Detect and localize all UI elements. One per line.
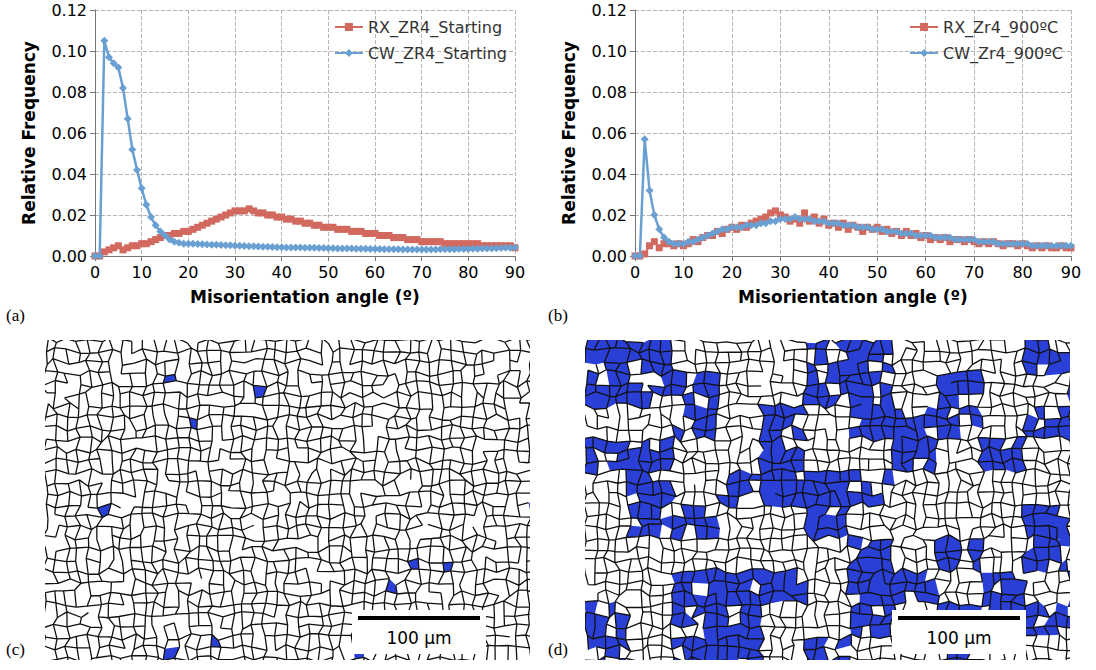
svg-text:0.00: 0.00 — [591, 247, 627, 266]
svg-text:100 μm: 100 μm — [926, 628, 991, 648]
svg-text:40: 40 — [271, 263, 291, 282]
svg-text:50: 50 — [867, 263, 887, 282]
svg-text:0.10: 0.10 — [51, 42, 87, 61]
svg-text:70: 70 — [964, 263, 984, 282]
svg-text:RX_ZR4_Starting: RX_ZR4_Starting — [368, 18, 502, 38]
svg-text:80: 80 — [458, 263, 478, 282]
svg-text:20: 20 — [722, 263, 742, 282]
svg-text:Misorientation angle (º): Misorientation angle (º) — [738, 287, 968, 307]
svg-text:0.10: 0.10 — [591, 42, 627, 61]
svg-text:0.02: 0.02 — [591, 206, 627, 225]
svg-text:CW_ZR4_Starting: CW_ZR4_Starting — [368, 44, 507, 64]
svg-text:RX_Zr4_900ºC: RX_Zr4_900ºC — [943, 18, 1058, 38]
svg-text:0.04: 0.04 — [591, 165, 627, 184]
svg-text:0.00: 0.00 — [51, 247, 87, 266]
svg-text:0.08: 0.08 — [51, 83, 87, 102]
html-text:(a): (a) — [6, 306, 25, 325]
svg-text:30: 30 — [770, 263, 790, 282]
svg-text:40: 40 — [819, 263, 839, 282]
svg-text:0.06: 0.06 — [591, 124, 627, 143]
svg-text:0.06: 0.06 — [51, 124, 87, 143]
html-text:(c): (c) — [6, 640, 25, 659]
svg-text:90: 90 — [1061, 263, 1081, 282]
svg-text:60: 60 — [915, 263, 935, 282]
html-text:(d): (d) — [548, 640, 568, 659]
svg-text:30: 30 — [225, 263, 245, 282]
svg-text:10: 10 — [131, 263, 151, 282]
svg-text:100 μm: 100 μm — [386, 628, 451, 648]
svg-text:20: 20 — [178, 263, 198, 282]
svg-text:Misorientation angle (º): Misorientation angle (º) — [190, 287, 420, 307]
svg-text:80: 80 — [1012, 263, 1032, 282]
svg-text:0.04: 0.04 — [51, 165, 87, 184]
svg-text:0: 0 — [630, 263, 640, 282]
svg-text:0.02: 0.02 — [51, 206, 87, 225]
svg-text:70: 70 — [411, 263, 431, 282]
svg-text:Relative Frequency: Relative Frequency — [559, 41, 579, 225]
svg-text:10: 10 — [673, 263, 693, 282]
svg-text:CW_Zr4_900ºC: CW_Zr4_900ºC — [943, 44, 1063, 64]
html-text:(b): (b) — [548, 306, 568, 325]
svg-text:0: 0 — [90, 263, 100, 282]
svg-text:50: 50 — [318, 263, 338, 282]
svg-text:0.12: 0.12 — [51, 1, 87, 20]
svg-text:Relative Frequency: Relative Frequency — [19, 41, 39, 225]
svg-text:90: 90 — [505, 263, 525, 282]
svg-text:60: 60 — [365, 263, 385, 282]
svg-text:0.12: 0.12 — [591, 1, 627, 20]
svg-text:0.08: 0.08 — [591, 83, 627, 102]
